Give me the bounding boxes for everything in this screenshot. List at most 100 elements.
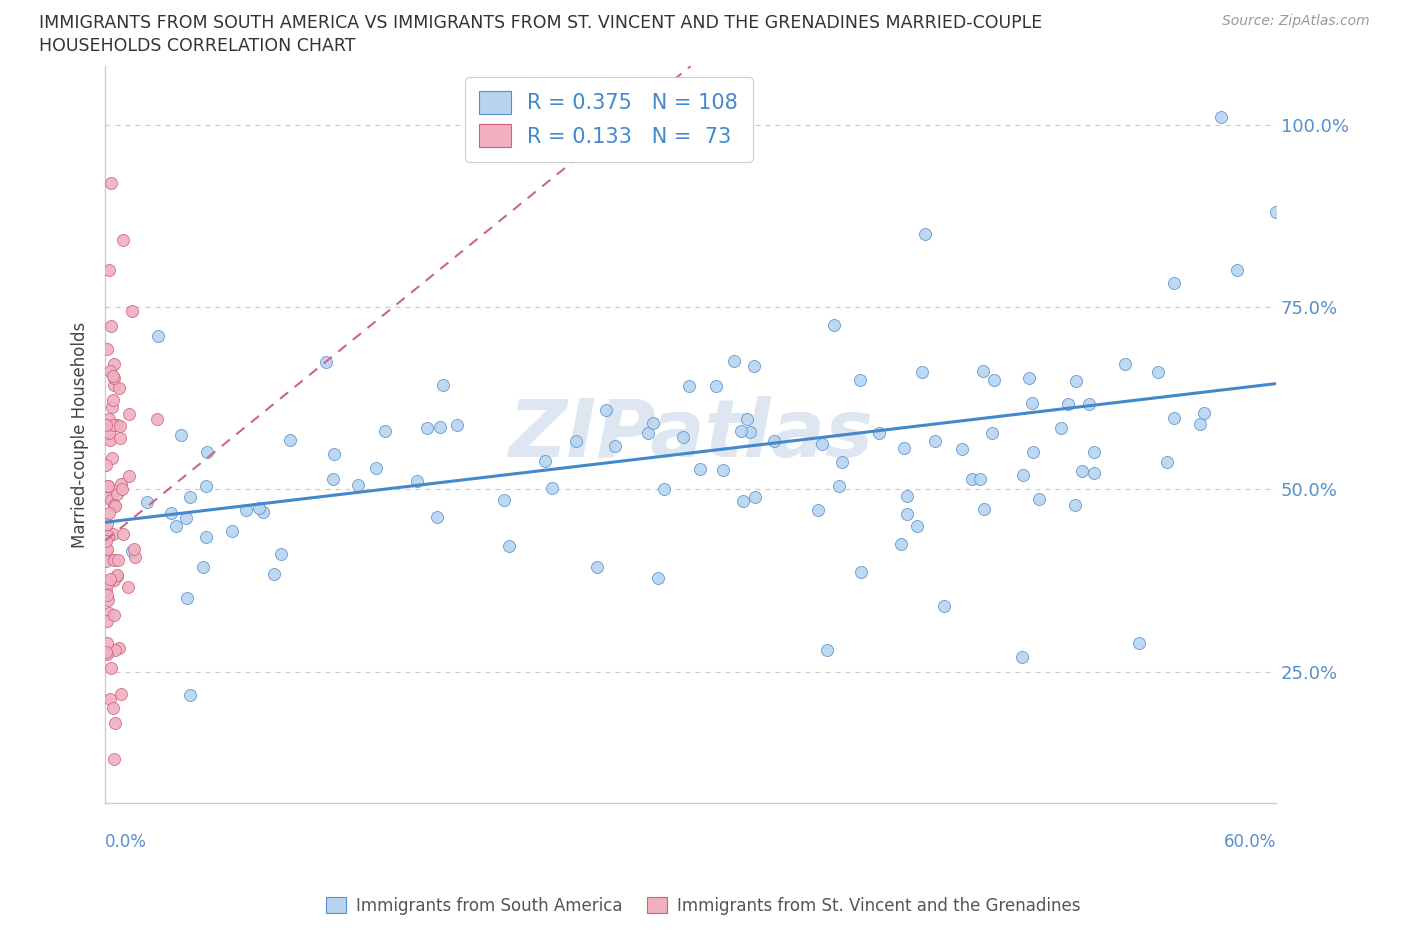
Point (235, 502, 257, 517)
Point (98, 692, 121, 707)
Point (652, 481, 675, 496)
Point (170, 427, 193, 442)
Point (103, 552, 125, 567)
Point (960, 472, 983, 486)
Point (364, 461, 387, 476)
Point (969, 472, 991, 486)
Point (432, 378, 454, 392)
Point (446, 418, 468, 432)
Point (100, 318, 122, 333)
Point (105, 569, 128, 584)
Point (827, 479, 849, 494)
Point (647, 571, 669, 586)
Point (97, 479, 120, 494)
Point (426, 510, 449, 525)
Point (1018, 371, 1040, 386)
Point (744, 489, 766, 504)
Point (890, 537, 912, 551)
Point (96, 458, 118, 472)
Point (605, 439, 627, 454)
Point (105, 567, 128, 582)
Point (346, 477, 368, 492)
Point (96, 553, 118, 568)
Point (1146, 365, 1168, 379)
Point (104, 715, 127, 730)
Point (983, 372, 1005, 387)
Point (723, 353, 745, 368)
Point (540, 480, 562, 495)
Point (195, 478, 218, 493)
Point (174, 511, 197, 525)
Point (1022, 445, 1045, 459)
Point (981, 426, 1004, 441)
Point (104, 643, 127, 658)
Point (823, 318, 845, 333)
Point (110, 477, 132, 492)
Point (1114, 357, 1136, 372)
Text: IMMIGRANTS FROM SOUTH AMERICA VS IMMIGRANTS FROM ST. VINCENT AND THE GRENADINES : IMMIGRANTS FROM SOUTH AMERICA VS IMMIGRA… (39, 14, 1043, 32)
Point (498, 538, 520, 553)
Text: 60.0%: 60.0% (1223, 832, 1277, 851)
Point (111, 482, 134, 497)
Point (108, 641, 131, 656)
Point (96, 646, 118, 661)
Point (1083, 465, 1105, 480)
Y-axis label: Married-couple Households: Married-couple Households (72, 322, 89, 548)
Point (110, 686, 132, 701)
Point (914, 227, 936, 242)
Point (96, 517, 118, 532)
Point (1066, 374, 1088, 389)
Point (1192, 405, 1215, 420)
Point (738, 425, 761, 440)
Point (742, 358, 765, 373)
Point (815, 643, 838, 658)
Point (1226, 263, 1249, 278)
Point (1071, 463, 1094, 478)
Point (97, 528, 120, 543)
Point (565, 433, 588, 448)
Point (136, 495, 159, 510)
Point (1064, 498, 1087, 512)
Point (96, 644, 118, 659)
Point (98, 364, 121, 379)
Point (100, 493, 122, 508)
Point (121, 303, 143, 318)
Point (831, 455, 853, 470)
Point (1056, 396, 1078, 411)
Point (672, 430, 695, 445)
Point (96, 541, 118, 556)
Point (98, 605, 121, 620)
Point (96, 613, 118, 628)
Point (737, 412, 759, 427)
Point (160, 506, 183, 521)
Point (762, 433, 785, 448)
Point (270, 546, 292, 561)
Point (121, 543, 143, 558)
Point (98, 412, 121, 427)
Point (934, 599, 956, 614)
Point (97, 592, 120, 607)
Point (96, 582, 118, 597)
Point (1156, 455, 1178, 470)
Point (704, 379, 727, 393)
Text: Source: ZipAtlas.com: Source: ZipAtlas.com (1222, 14, 1369, 28)
Point (101, 526, 124, 541)
Point (322, 472, 344, 486)
Point (1189, 417, 1212, 432)
Point (107, 381, 129, 396)
Point (101, 418, 124, 432)
Point (103, 370, 125, 385)
Point (96, 545, 118, 560)
Point (494, 493, 516, 508)
Point (105, 418, 128, 432)
Point (194, 529, 217, 544)
Point (315, 355, 337, 370)
Point (97, 576, 120, 591)
Point (1050, 420, 1073, 435)
Point (105, 486, 128, 501)
Point (263, 566, 285, 581)
Point (146, 329, 169, 344)
Point (100, 176, 122, 191)
Point (896, 488, 918, 503)
Point (101, 701, 124, 716)
